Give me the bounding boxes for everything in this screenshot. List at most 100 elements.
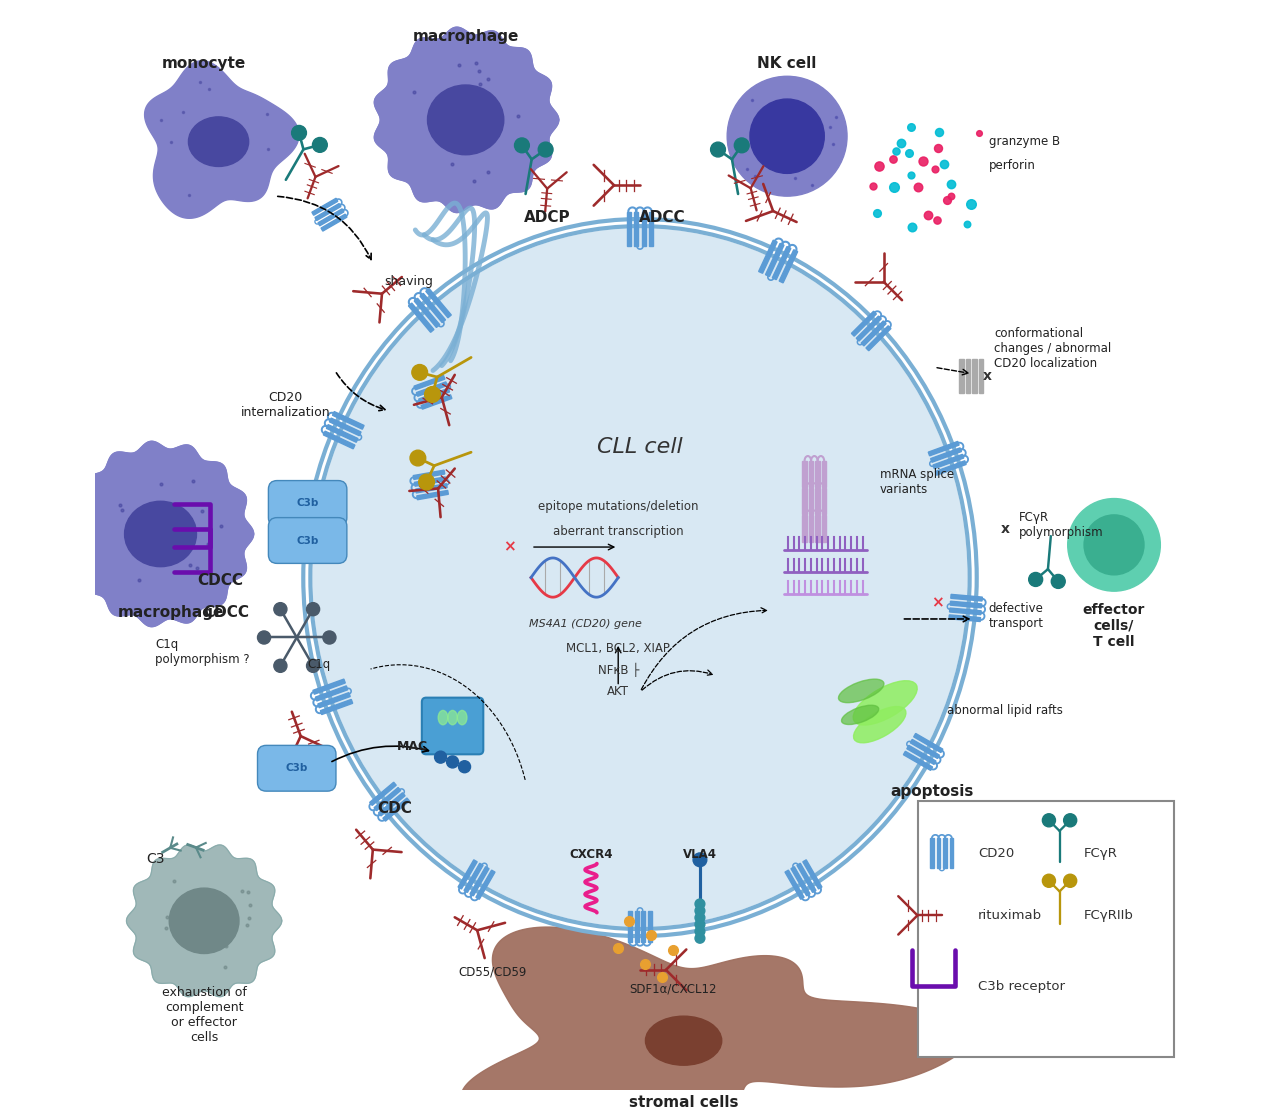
Circle shape xyxy=(425,387,440,403)
Polygon shape xyxy=(417,490,448,500)
Polygon shape xyxy=(374,27,559,213)
Text: macrophage: macrophage xyxy=(118,604,224,620)
Bar xyxy=(979,358,983,394)
Circle shape xyxy=(447,756,458,767)
Circle shape xyxy=(323,631,335,644)
Text: macrophage: macrophage xyxy=(412,29,518,43)
Polygon shape xyxy=(374,787,401,811)
Circle shape xyxy=(1064,874,1076,887)
Ellipse shape xyxy=(645,1016,722,1066)
Circle shape xyxy=(1042,874,1056,887)
Text: ×: × xyxy=(503,540,516,554)
Text: x: x xyxy=(983,369,992,383)
Bar xyxy=(809,516,813,541)
Text: FCγR
polymorphism: FCγR polymorphism xyxy=(1019,511,1103,539)
Polygon shape xyxy=(470,867,489,896)
Bar xyxy=(822,516,827,541)
Polygon shape xyxy=(419,388,449,403)
Polygon shape xyxy=(856,316,881,342)
Circle shape xyxy=(1051,574,1065,589)
Polygon shape xyxy=(416,484,447,494)
Bar xyxy=(959,358,964,394)
Text: CDC: CDC xyxy=(378,801,412,816)
Ellipse shape xyxy=(448,711,457,725)
Polygon shape xyxy=(861,321,886,346)
Text: epitope mutations/deletion: epitope mutations/deletion xyxy=(538,500,699,513)
Text: defective
transport: defective transport xyxy=(988,602,1043,630)
FancyBboxPatch shape xyxy=(257,745,335,791)
Polygon shape xyxy=(914,733,943,753)
Polygon shape xyxy=(413,376,445,390)
Bar xyxy=(803,516,806,541)
Circle shape xyxy=(727,77,847,196)
Polygon shape xyxy=(317,208,344,226)
Polygon shape xyxy=(627,910,631,942)
Polygon shape xyxy=(910,740,940,759)
Polygon shape xyxy=(765,243,783,276)
Text: CXCR4: CXCR4 xyxy=(570,848,613,861)
Text: shaving: shaving xyxy=(384,275,433,287)
Polygon shape xyxy=(312,679,346,694)
Polygon shape xyxy=(370,782,397,805)
Circle shape xyxy=(538,142,553,157)
Polygon shape xyxy=(948,614,980,621)
Circle shape xyxy=(274,602,287,615)
Polygon shape xyxy=(333,411,364,429)
Ellipse shape xyxy=(124,501,196,567)
FancyBboxPatch shape xyxy=(269,480,347,527)
Circle shape xyxy=(412,365,428,380)
Polygon shape xyxy=(461,927,970,1109)
Polygon shape xyxy=(69,441,253,627)
Polygon shape xyxy=(321,214,347,231)
Polygon shape xyxy=(324,431,355,449)
Polygon shape xyxy=(626,212,631,246)
Circle shape xyxy=(695,899,705,909)
Text: CD20
internalization: CD20 internalization xyxy=(241,391,330,419)
Polygon shape xyxy=(931,838,934,868)
Text: MS4A1 (CD20) gene: MS4A1 (CD20) gene xyxy=(529,619,643,629)
Polygon shape xyxy=(145,61,300,218)
Text: FCγRIIb: FCγRIIb xyxy=(1084,909,1133,922)
Polygon shape xyxy=(936,460,966,475)
Text: C3: C3 xyxy=(146,853,164,866)
Bar xyxy=(966,358,970,394)
Circle shape xyxy=(750,99,824,173)
Ellipse shape xyxy=(841,705,879,724)
Text: ADCC: ADCC xyxy=(639,211,685,225)
Circle shape xyxy=(410,450,426,466)
Text: stromal cells: stromal cells xyxy=(628,1096,739,1109)
Polygon shape xyxy=(759,241,777,273)
Text: C1q: C1q xyxy=(307,659,332,671)
Polygon shape xyxy=(298,533,332,540)
Bar xyxy=(918,801,1174,1057)
Text: NK cell: NK cell xyxy=(758,55,817,71)
Polygon shape xyxy=(415,298,440,327)
Text: apoptosis: apoptosis xyxy=(891,784,974,798)
Text: CLL cell: CLL cell xyxy=(598,437,682,457)
Circle shape xyxy=(274,659,287,672)
Ellipse shape xyxy=(314,228,966,926)
Polygon shape xyxy=(797,863,815,893)
Polygon shape xyxy=(413,470,444,479)
Polygon shape xyxy=(641,212,646,246)
Polygon shape xyxy=(315,685,348,701)
Polygon shape xyxy=(950,601,982,608)
Polygon shape xyxy=(465,863,483,893)
Polygon shape xyxy=(426,288,452,318)
Polygon shape xyxy=(421,395,452,409)
Polygon shape xyxy=(933,455,964,469)
Bar xyxy=(815,461,819,487)
Polygon shape xyxy=(791,867,810,896)
Polygon shape xyxy=(329,418,361,436)
Text: granzyme B: granzyme B xyxy=(988,135,1060,149)
Polygon shape xyxy=(937,838,941,868)
Polygon shape xyxy=(416,381,447,396)
Text: effector
cells/
T cell: effector cells/ T cell xyxy=(1083,602,1146,649)
Polygon shape xyxy=(649,212,654,246)
Polygon shape xyxy=(420,294,445,323)
Circle shape xyxy=(695,919,705,929)
Bar xyxy=(803,488,806,515)
Ellipse shape xyxy=(428,85,504,155)
Polygon shape xyxy=(127,845,282,997)
Bar xyxy=(803,461,806,487)
